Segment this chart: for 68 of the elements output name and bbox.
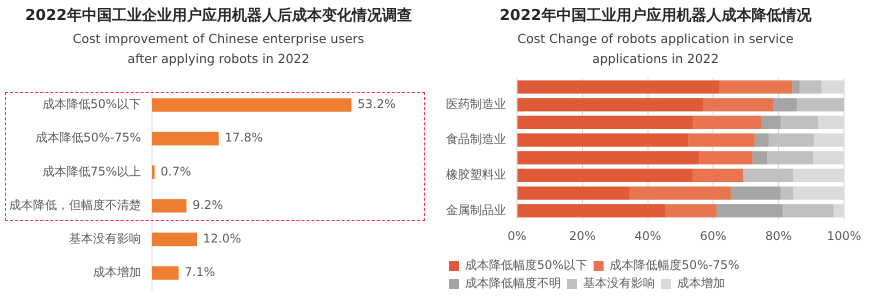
bar [518, 133, 688, 147]
bar [630, 186, 731, 200]
legend-label: 成本降低幅度不明 [465, 276, 561, 290]
bar [665, 204, 716, 218]
bar [774, 98, 797, 112]
bar [730, 186, 781, 200]
bar [518, 151, 700, 164]
bar [152, 266, 179, 280]
bar [780, 116, 818, 130]
bar [518, 186, 630, 200]
bar [692, 168, 744, 182]
y-tick-label: 橡胶塑料业 [446, 168, 506, 182]
bar [716, 204, 783, 218]
bar [768, 133, 814, 147]
bar [796, 98, 844, 112]
y-tick-label: 成本降低，但幅度不清楚 [9, 198, 141, 212]
bar [782, 204, 834, 218]
bar [688, 133, 755, 147]
bar [518, 116, 693, 130]
y-tick-label: 成本降低75%以上 [42, 164, 141, 178]
y-tick-label: 医药制造业 [446, 96, 506, 111]
bar [767, 151, 814, 164]
bar [743, 168, 794, 182]
bar [518, 204, 666, 218]
bar [152, 165, 155, 179]
legend-label: 成本增加 [677, 276, 725, 290]
bar [752, 151, 768, 164]
chart-title: 2022年中国工业企业用户应用机器人后成本变化情况调查 [24, 5, 413, 25]
bar [699, 151, 752, 164]
bar [703, 98, 774, 112]
bar [762, 116, 781, 130]
legend-label: 成本降低幅度50%-75% [610, 258, 740, 272]
data-label: 53.2% [358, 97, 396, 112]
x-tick-label: 100% [826, 228, 862, 243]
bar [792, 80, 800, 94]
y-tick-label: 成本降低50%以下 [42, 97, 141, 112]
bar [152, 232, 197, 246]
x-tick-label: 60% [700, 228, 727, 243]
bar [754, 133, 769, 147]
data-label: 12.0% [203, 232, 242, 246]
chart-subtitle: Cost Change of robots application in service applications in 2022 [516, 30, 795, 68]
data-label: 9.2% [192, 198, 223, 212]
bar [518, 168, 693, 182]
chart-subtitle: Cost improvement of Chinese enterprise users after applying robots in 2022 [72, 30, 366, 68]
y-tick-label: 金属制品业 [446, 202, 506, 217]
legend-label: 基本没有影响 [583, 276, 655, 290]
bar [152, 98, 352, 112]
data-label: 17.8% [224, 130, 263, 145]
x-tick-label: 20% [569, 228, 596, 243]
bar [518, 98, 704, 112]
bar [800, 80, 822, 94]
bar [518, 80, 720, 94]
y-tick-label: 食品制造业 [446, 132, 506, 146]
data-label: 0.7% [160, 164, 192, 178]
x-tick-label: 40% [634, 228, 662, 243]
x-tick-label: 80% [765, 228, 792, 243]
y-tick-label: 成本降低50%-75% [35, 130, 141, 145]
y-tick-label: 基本没有影响 [69, 232, 141, 246]
bar [152, 132, 219, 146]
y-tick-label: 成本增加 [93, 265, 141, 280]
bar [720, 80, 792, 94]
data-label: 7.1% [184, 265, 216, 280]
bar [152, 199, 186, 213]
chart-title: 2022年中国工业用户应用机器人成本降低情况 [498, 5, 812, 25]
bar [780, 186, 794, 200]
legend-label: 成本降低幅度50%以下 [465, 258, 588, 272]
x-tick-label: 0% [507, 228, 527, 243]
bar [692, 116, 762, 130]
